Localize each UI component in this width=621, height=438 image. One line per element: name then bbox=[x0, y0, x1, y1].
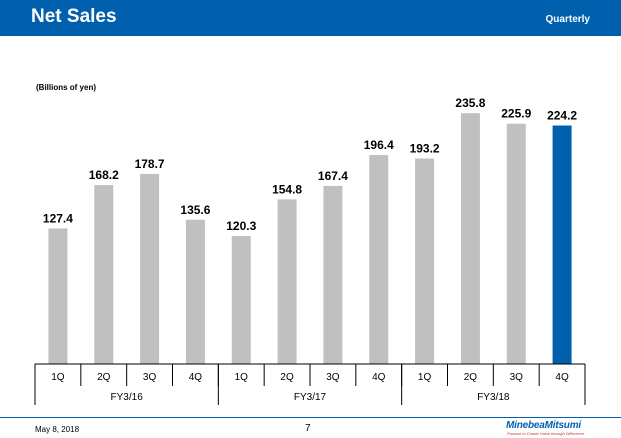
bar-11 bbox=[506, 123, 526, 364]
unit-label: (Billions of yen) bbox=[36, 83, 96, 92]
bar-8 bbox=[369, 155, 389, 364]
value-label-2: 168.2 bbox=[89, 168, 119, 182]
value-label-5: 120.3 bbox=[226, 219, 256, 233]
bar-1 bbox=[48, 228, 68, 364]
bar-10 bbox=[460, 113, 480, 365]
tick-label-10: 2Q bbox=[464, 372, 478, 383]
value-label-10: 235.8 bbox=[455, 96, 485, 110]
bar-4 bbox=[185, 219, 205, 364]
company-logo: MinebeaMitsumi Passion to Create Value t… bbox=[506, 420, 596, 436]
period-label: Quarterly bbox=[545, 14, 590, 25]
tick-label-9: 1Q bbox=[418, 372, 432, 383]
bar-12 bbox=[552, 125, 572, 364]
tick-label-12: 4Q bbox=[555, 372, 569, 383]
tick-label-4: 4Q bbox=[189, 372, 203, 383]
footer-date: May 8, 2018 bbox=[35, 425, 80, 434]
value-label-4: 135.6 bbox=[180, 203, 210, 217]
tick-label-2: 2Q bbox=[97, 372, 111, 383]
tick-label-6: 2Q bbox=[280, 372, 294, 383]
value-label-3: 178.7 bbox=[135, 157, 165, 171]
logo-tagline: Passion to Create Value through Differen… bbox=[507, 431, 585, 436]
fiscal-year-label-1: FY3/16 bbox=[111, 392, 144, 403]
tick-label-5: 1Q bbox=[235, 372, 249, 383]
bar-7 bbox=[323, 185, 343, 364]
logo-name: MinebeaMitsumi bbox=[506, 420, 581, 431]
tick-label-11: 3Q bbox=[510, 372, 524, 383]
page-number: 7 bbox=[305, 423, 311, 434]
value-label-6: 154.8 bbox=[272, 182, 302, 196]
page-title: Net Sales bbox=[31, 6, 117, 27]
bar-3 bbox=[140, 173, 160, 364]
tick-label-8: 4Q bbox=[372, 372, 386, 383]
fiscal-year-label-2: FY3/17 bbox=[294, 392, 327, 403]
header-bar: Net Sales Quarterly bbox=[0, 0, 621, 36]
value-label-11: 225.9 bbox=[501, 107, 531, 121]
value-label-7: 167.4 bbox=[318, 169, 348, 183]
bar-5 bbox=[231, 236, 251, 364]
tick-label-7: 3Q bbox=[326, 372, 340, 383]
fiscal-year-label-3: FY3/18 bbox=[477, 392, 510, 403]
value-label-12: 224.2 bbox=[547, 109, 577, 123]
net-sales-chart: 127.4 168.2 178.7 135.6 120.3 154.8 167.4 196.4… bbox=[34, 96, 586, 405]
tick-label-1: 1Q bbox=[51, 372, 65, 383]
bar-2 bbox=[94, 185, 114, 364]
bar-9 bbox=[415, 158, 435, 364]
tick-label-3: 3Q bbox=[143, 372, 157, 383]
bar-6 bbox=[277, 199, 297, 364]
value-label-1: 127.4 bbox=[43, 211, 73, 225]
footer-divider bbox=[0, 417, 621, 418]
value-label-9: 193.2 bbox=[410, 141, 440, 155]
value-label-8: 196.4 bbox=[364, 138, 394, 152]
